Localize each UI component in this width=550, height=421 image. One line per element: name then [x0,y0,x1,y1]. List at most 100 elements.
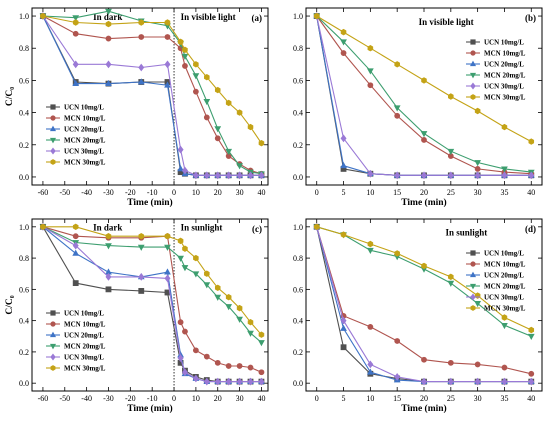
triangle-marker [49,331,57,338]
legend-entry: UCN 20mg/L [484,272,524,280]
down-triangle-marker [420,131,428,138]
diamond-marker [340,134,347,143]
circle-marker [72,233,79,240]
diamond-marker [258,171,265,180]
hexagon-marker [193,61,199,68]
diamond-marker [394,373,401,381]
x-tick-label: 0 [172,394,176,403]
x-tick-label: -60 [38,394,49,403]
diamond-marker [474,377,481,386]
diamond-marker [214,171,221,180]
panel-label: (c) [252,224,262,234]
y-tick-label: 0.8 [293,254,303,263]
down-triangle-marker [474,160,482,167]
hexagon-marker [50,365,56,371]
circle-marker [501,364,508,371]
square-marker [470,250,476,256]
y-tick-label: 0.2 [19,348,29,357]
triangle-marker [164,268,171,275]
circle-marker [340,50,347,56]
diamond-marker [470,293,476,301]
x-tick-label: 20 [214,394,222,403]
y-tick-label: 0.6 [19,285,29,294]
hexagon-marker [214,284,221,292]
hexagon-marker [367,45,374,52]
series-mcn-20mg-l [313,13,535,176]
x-tick-label: -10 [147,188,158,197]
circle-marker [192,88,199,95]
triangle-marker [72,79,80,87]
circle-marker [258,369,265,376]
hexagon-marker [138,19,145,26]
circle-marker [474,166,481,172]
square-marker [50,104,56,110]
down-triangle-marker [49,137,57,144]
series-mcn-10mg-l [40,223,265,376]
diamond-marker [177,354,184,363]
legend-entry: UCN 30mg/L [64,354,104,362]
diamond-marker [72,241,79,250]
circle-marker [138,34,145,40]
down-triangle-marker [447,280,455,287]
circle-marker [105,35,112,42]
legend-entry: UCN 20mg/L [484,61,524,69]
hexagon-marker [177,38,184,45]
diamond-marker [236,377,243,386]
hexagon-marker [448,273,454,281]
hexagon-marker [40,223,46,231]
down-triangle-marker [527,333,535,341]
hexagon-marker [313,223,320,231]
down-triangle-marker [501,322,508,330]
x-tick-label: -60 [38,188,49,197]
circle-marker [177,319,184,326]
hexagon-marker [470,94,476,100]
circle-marker [182,63,188,69]
x-axis-title: Time (min) [127,197,172,208]
diamond-marker [105,60,112,69]
down-triangle-marker [105,8,112,15]
circle-marker [474,361,481,368]
y-tick-label: 0.8 [19,44,29,53]
hexagon-marker [394,250,400,257]
diamond-marker [247,377,254,386]
triangle-marker [72,249,80,256]
legend: UCN 10mg/L MCN 10mg/L UCN 20mg/L MCN 20mg/L… [466,250,526,313]
down-triangle-marker [501,166,508,173]
diamond-marker [192,171,199,180]
y-tick-label: 0.0 [293,173,303,182]
hexagon-marker [258,331,265,338]
x-tick-label: 40 [257,394,265,403]
diamond-marker [203,171,210,180]
diamond-marker [164,60,171,69]
x-tick-label: -30 [103,188,114,197]
legend: UCN 10mg/L MCN 10mg/L UCN 20mg/L MCN 20mg/L… [46,310,106,373]
diamond-marker [72,60,79,69]
diamond-marker [192,374,199,383]
x-tick-label: -20 [125,188,136,197]
x-tick-label: -40 [81,188,92,197]
circle-marker [192,347,199,354]
legend-entry: MCN 20mg/L [64,137,106,145]
circle-marker [225,363,232,369]
y-axis-title: C/C₀ [5,295,15,314]
legend-entry: MCN 20mg/L [64,343,106,351]
down-triangle-marker [225,148,233,155]
x-tick-label: 35 [500,394,508,403]
down-triangle-marker [192,271,200,278]
hexagon-marker [247,123,254,131]
diamond-marker [501,171,508,180]
down-triangle-marker [366,68,374,75]
hexagon-marker [528,138,535,145]
hexagon-marker [394,61,400,68]
x-tick-label: 10 [192,188,200,197]
plot-frame [31,7,269,186]
y-tick-label: 0.8 [293,44,303,53]
legend-entry: UCN 10mg/L [484,250,524,258]
diamond-marker [50,353,56,361]
panel-label: (d) [525,224,536,234]
hexagon-marker [448,93,454,100]
circle-marker [164,34,171,40]
down-triangle-marker [214,294,222,301]
hexagon-marker [367,240,374,248]
diamond-marker [470,82,476,90]
